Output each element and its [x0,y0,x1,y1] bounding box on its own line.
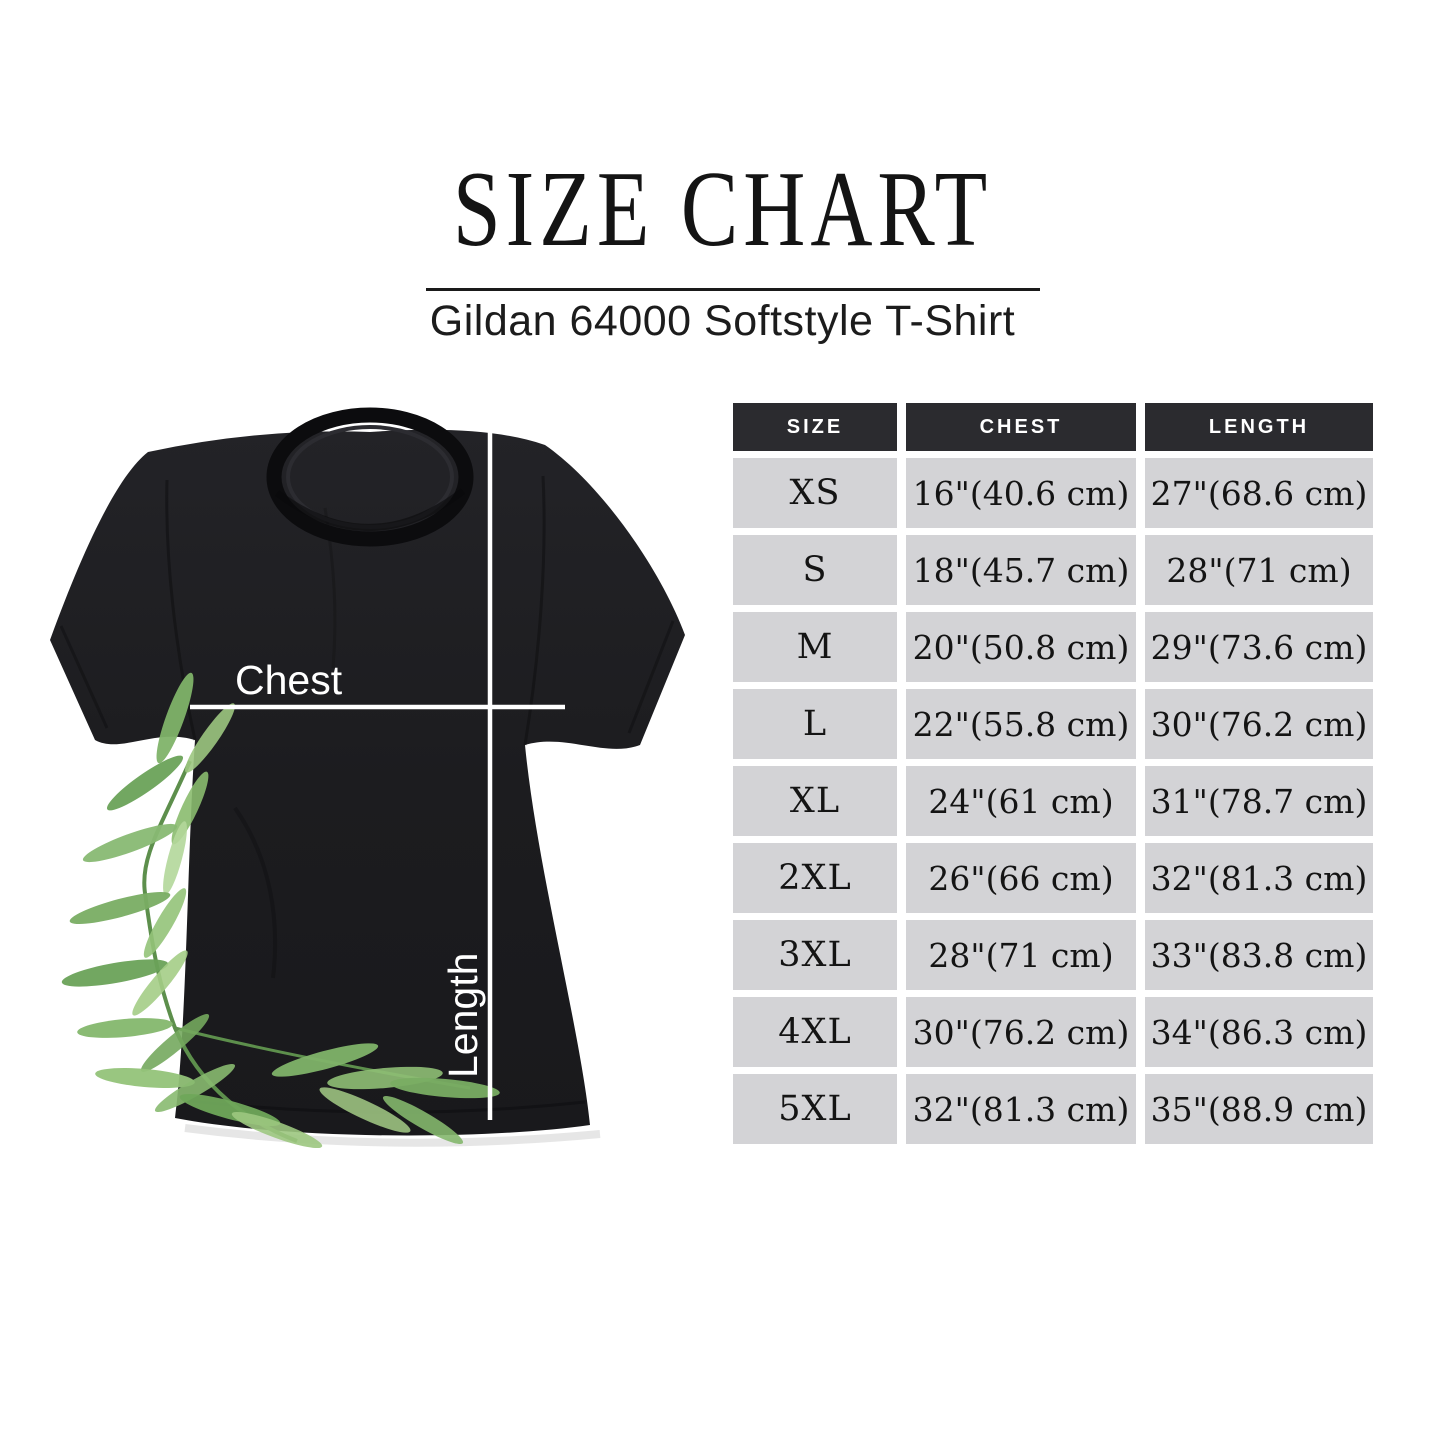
product-subtitle: Gildan 64000 Softstyle T-Shirt [429,297,1016,345]
title-divider [426,288,1040,291]
chest-cell: 32"(81.3 cm) [906,1074,1136,1144]
length-cell: 32"(81.3 cm) [1145,843,1373,913]
chest-cell: 22"(55.8 cm) [906,689,1136,759]
chest-cell: 28"(71 cm) [906,920,1136,990]
length-cell: 30"(76.2 cm) [1145,689,1373,759]
length-label: Length [440,953,486,1078]
length-cell: 33"(83.8 cm) [1145,920,1373,990]
size-cell: 4XL [733,997,897,1067]
chest-cell: 20"(50.8 cm) [906,612,1136,682]
chest-cell: 24"(61 cm) [906,766,1136,836]
tshirt-svg: Chest Length [50,407,685,1149]
size-cell: XS [733,458,897,528]
chest-cell: 18"(45.7 cm) [906,535,1136,605]
size-cell: XL [733,766,897,836]
chest-cell: 30"(76.2 cm) [906,997,1136,1067]
tshirt-body [50,429,685,1136]
size-cell: 2XL [733,843,897,913]
size-table: SIZE CHEST LENGTH XS 16"(40.6 cm) 27"(68… [733,403,1373,1144]
size-cell: S [733,535,897,605]
length-cell: 35"(88.9 cm) [1145,1074,1373,1144]
shirt-shadow [184,1124,601,1147]
page-title: SIZE CHART [452,148,993,270]
column-header-chest: CHEST [906,403,1136,451]
length-cell: 28"(71 cm) [1145,535,1373,605]
chest-cell: 16"(40.6 cm) [906,458,1136,528]
length-cell: 31"(78.7 cm) [1145,766,1373,836]
length-cell: 34"(86.3 cm) [1145,997,1373,1067]
chest-label: Chest [235,657,343,703]
fabric-fold [233,806,278,979]
column-header-size: SIZE [733,403,897,451]
right-sleeve-hem-stitch [627,620,675,734]
length-cell: 29"(73.6 cm) [1145,612,1373,682]
size-cell: 3XL [733,920,897,990]
branch-leaves [61,672,500,1149]
chest-cell: 26"(66 cm) [906,843,1136,913]
leaf-branch [61,672,500,1149]
size-cell: M [733,612,897,682]
column-header-length: LENGTH [1145,403,1373,451]
collar-shadow [274,488,466,531]
length-cell: 27"(68.6 cm) [1145,458,1373,528]
collar-ring [266,407,474,547]
left-sleeve-hem-stitch [59,625,109,729]
size-cell: L [733,689,897,759]
size-cell: 5XL [733,1074,897,1144]
tshirt-illustration: Chest Length [25,388,720,1163]
right-sleeve-seam [523,475,546,746]
